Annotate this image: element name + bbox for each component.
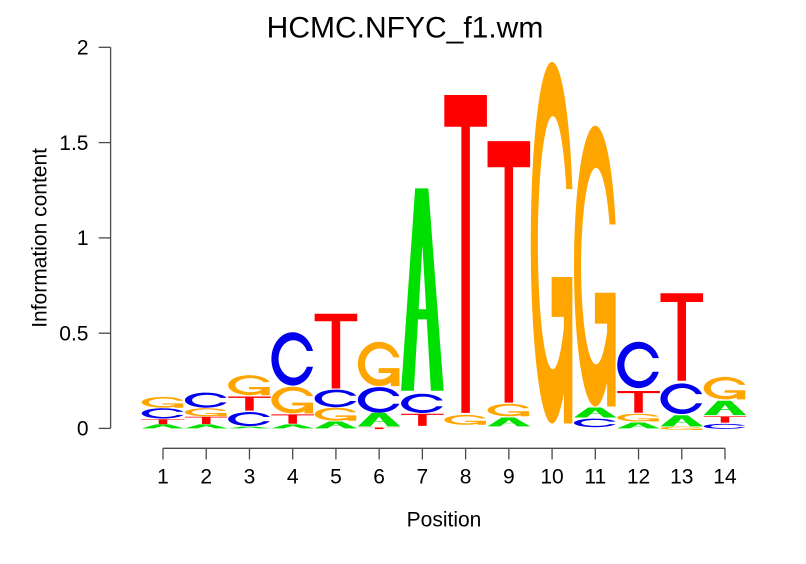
svg-text:12: 12	[627, 466, 650, 489]
svg-text:2: 2	[200, 466, 212, 489]
svg-text:9: 9	[503, 466, 515, 489]
svg-text:HCMC.NFYC_f1.wm: HCMC.NFYC_f1.wm	[267, 12, 544, 45]
svg-text:4: 4	[287, 466, 299, 489]
svg-text:3: 3	[244, 466, 256, 489]
svg-text:Position: Position	[407, 509, 482, 532]
svg-text:11: 11	[584, 466, 606, 489]
svg-text:6: 6	[373, 466, 385, 489]
svg-text:1.5: 1.5	[59, 132, 88, 155]
svg-text:1: 1	[157, 466, 169, 489]
svg-text:14: 14	[713, 466, 737, 489]
svg-text:2: 2	[77, 37, 89, 60]
svg-text:5: 5	[330, 466, 342, 489]
svg-text:7: 7	[417, 466, 429, 489]
svg-text:8: 8	[460, 466, 472, 489]
svg-text:1: 1	[77, 227, 89, 250]
svg-text:13: 13	[670, 466, 693, 489]
svg-text:10: 10	[540, 466, 563, 489]
svg-text:0.5: 0.5	[59, 323, 88, 346]
svg-text:0: 0	[77, 418, 89, 441]
svg-text:Information content: Information content	[29, 148, 52, 328]
